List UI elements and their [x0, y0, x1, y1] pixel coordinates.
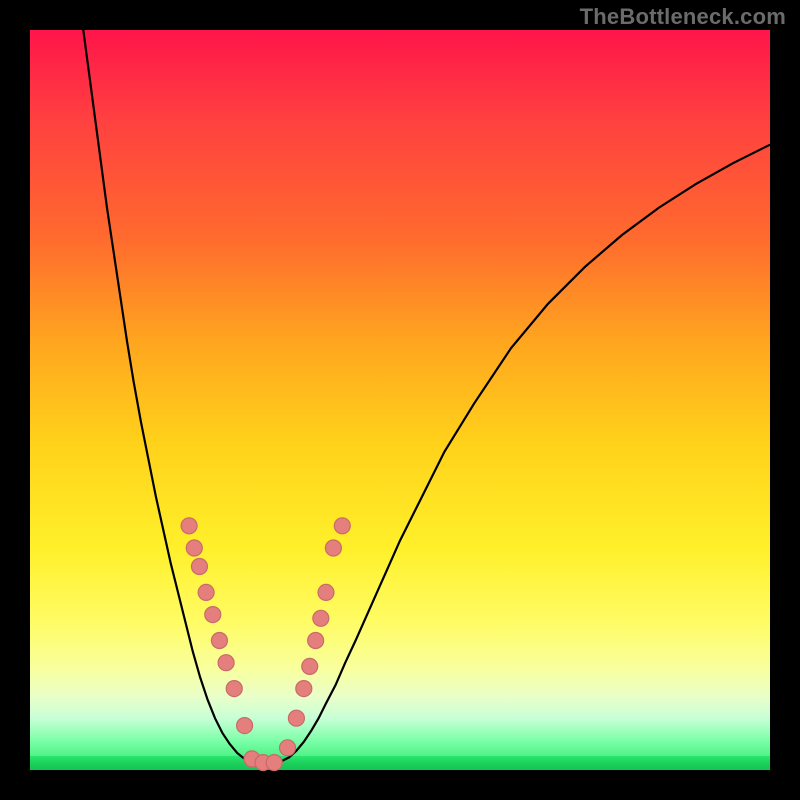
watermark-text: TheBottleneck.com — [580, 4, 786, 30]
data-marker — [318, 584, 334, 600]
chart-overlay — [30, 30, 770, 770]
data-marker — [191, 559, 207, 575]
bottleneck-curve-left — [83, 30, 258, 763]
data-marker — [226, 681, 242, 697]
data-marker — [325, 540, 341, 556]
data-marker — [288, 710, 304, 726]
data-marker — [266, 755, 282, 771]
data-marker — [237, 718, 253, 734]
data-marker — [198, 584, 214, 600]
data-marker — [211, 633, 227, 649]
data-marker — [334, 518, 350, 534]
data-marker — [218, 655, 234, 671]
data-marker — [308, 633, 324, 649]
data-marker — [296, 681, 312, 697]
data-marker — [205, 607, 221, 623]
bottleneck-curve-right — [276, 145, 770, 763]
data-marker — [181, 518, 197, 534]
data-marker — [280, 740, 296, 756]
data-marker — [302, 658, 318, 674]
marker-group — [181, 518, 350, 771]
data-marker — [186, 540, 202, 556]
data-marker — [313, 610, 329, 626]
